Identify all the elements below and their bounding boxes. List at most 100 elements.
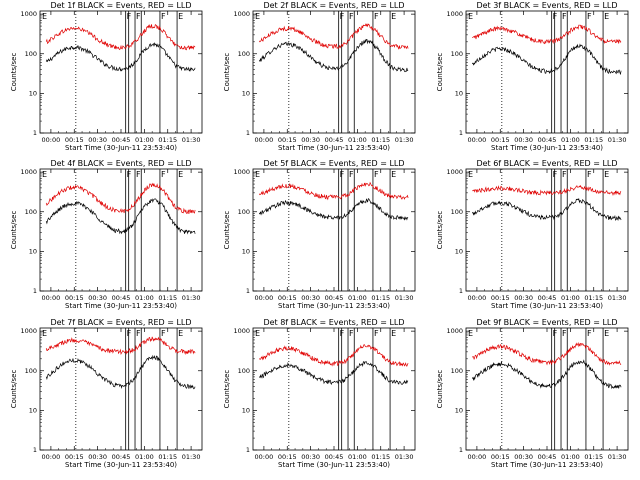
- plot-frame: [252, 10, 416, 134]
- interval-label: F: [562, 329, 567, 338]
- y-tick-label: 1000: [20, 168, 37, 176]
- interval-label: F: [553, 12, 558, 21]
- x-tick-label: 01:00: [561, 136, 580, 144]
- lld-series-line: [472, 24, 622, 45]
- chart-title: Det 7f BLACK = Events, RED = LLD: [50, 318, 191, 327]
- y-tick-label: 1: [246, 129, 250, 137]
- y-tick-label: 10: [242, 89, 250, 97]
- interval-label: E: [42, 170, 47, 179]
- interval-label: E: [255, 329, 260, 338]
- y-tick-label: 1000: [233, 327, 250, 335]
- x-tick-label: 01:00: [348, 294, 367, 302]
- y-tick-label: 100: [451, 208, 463, 216]
- x-tick-label: 00:15: [65, 136, 84, 144]
- x-tick-label: 00:45: [325, 294, 344, 302]
- interval-label: F: [349, 12, 354, 21]
- x-tick-label: 00:45: [112, 294, 131, 302]
- interval-label: F: [553, 329, 558, 338]
- lld-series-line: [471, 341, 622, 366]
- x-tick-label: 01:00: [135, 294, 154, 302]
- lld-series-line: [45, 23, 196, 51]
- interval-label: F: [374, 329, 379, 338]
- x-tick-label: 01:15: [584, 294, 603, 302]
- chart-panel-1: Det 1f BLACK = Events, RED = LLD 1 10 100 10…: [10, 1, 203, 152]
- x-tick-label: 00:15: [491, 136, 510, 144]
- interval-label: E: [42, 12, 47, 21]
- x-tick-label: 01:30: [608, 453, 627, 461]
- y-tick-label: 10: [455, 406, 463, 414]
- chart-title: Det 5f BLACK = Events, RED = LLD: [263, 159, 404, 168]
- y-tick-label: 10: [29, 406, 37, 414]
- interval-label: E: [178, 329, 183, 338]
- y-axis-label: Counts/sec: [223, 211, 231, 250]
- lld-series-line: [45, 182, 196, 214]
- interval-label: F: [136, 170, 141, 179]
- interval-label: F: [161, 12, 166, 21]
- y-tick-label: 1000: [20, 10, 37, 18]
- x-tick-label: 00:45: [112, 453, 131, 461]
- interval-label: F: [340, 170, 345, 179]
- x-tick-label: 00:00: [255, 453, 274, 461]
- events-series-line: [258, 360, 409, 385]
- interval-label: F: [340, 12, 345, 21]
- x-axis-label: Start Time (30-Jun-11 23:53:40): [65, 144, 177, 152]
- x-tick-label: 00:30: [88, 453, 107, 461]
- x-tick-label: 00:30: [88, 136, 107, 144]
- x-axis-label: Start Time (30-Jun-11 23:53:40): [278, 461, 390, 469]
- interval-label: F: [161, 329, 166, 338]
- interval-label: E: [391, 329, 396, 338]
- y-tick-label: 10: [29, 247, 37, 255]
- x-tick-label: 00:00: [468, 294, 487, 302]
- x-tick-label: 01:15: [584, 136, 603, 144]
- x-tick-label: 00:00: [42, 453, 61, 461]
- x-tick-label: 01:00: [135, 453, 154, 461]
- x-tick-label: 00:45: [112, 136, 131, 144]
- interval-label: E: [255, 12, 260, 21]
- x-tick-label: 00:15: [278, 294, 297, 302]
- x-tick-label: 01:30: [608, 136, 627, 144]
- x-tick-label: 01:00: [348, 136, 367, 144]
- y-tick-label: 10: [455, 247, 463, 255]
- y-tick-label: 100: [238, 50, 250, 58]
- y-axis-label: Counts/sec: [10, 370, 18, 409]
- x-tick-label: 00:00: [468, 136, 487, 144]
- interval-label: F: [562, 170, 567, 179]
- interval-label: F: [127, 170, 132, 179]
- interval-label: F: [136, 329, 141, 338]
- y-tick-label: 1: [33, 129, 37, 137]
- x-tick-label: 00:45: [538, 294, 557, 302]
- chart-title: Det 8f BLACK = Events, RED = LLD: [263, 318, 404, 327]
- plot-frame: [465, 327, 629, 451]
- y-tick-label: 1: [33, 287, 37, 295]
- x-tick-label: 01:15: [158, 453, 177, 461]
- interval-label: F: [127, 329, 132, 338]
- interval-label: E: [604, 12, 609, 21]
- x-tick-label: 00:00: [468, 453, 487, 461]
- x-tick-label: 01:00: [135, 136, 154, 144]
- y-tick-label: 10: [29, 89, 37, 97]
- y-axis-label: Counts/sec: [10, 53, 18, 92]
- events-series-line: [471, 43, 622, 76]
- interval-label: F: [553, 170, 558, 179]
- x-tick-label: 01:30: [182, 294, 201, 302]
- x-axis-label: Start Time (30-Jun-11 23:53:40): [278, 144, 390, 152]
- x-tick-label: 00:15: [65, 453, 84, 461]
- events-series-line: [471, 197, 622, 222]
- x-axis-label: Start Time (30-Jun-11 23:53:40): [278, 302, 390, 310]
- x-tick-label: 01:30: [182, 136, 201, 144]
- y-axis-label: Counts/sec: [10, 211, 18, 250]
- events-series-line: [258, 38, 409, 73]
- chart-panel-8: Det 8f BLACK = Events, RED = LLD 1 10 100 10…: [223, 318, 416, 469]
- x-tick-label: 00:15: [491, 294, 510, 302]
- y-tick-label: 100: [25, 208, 37, 216]
- interval-label: F: [349, 329, 354, 338]
- y-tick-label: 1000: [233, 10, 250, 18]
- y-axis-label: Counts/sec: [223, 370, 231, 409]
- y-tick-label: 100: [451, 50, 463, 58]
- y-tick-label: 1: [459, 129, 463, 137]
- y-axis-label: Counts/sec: [436, 211, 444, 250]
- chart-panel-4: Det 4f BLACK = Events, RED = LLD 1 10 100 10…: [10, 159, 203, 310]
- x-tick-label: 01:15: [371, 136, 390, 144]
- interval-label: E: [178, 170, 183, 179]
- interval-label: F: [587, 329, 592, 338]
